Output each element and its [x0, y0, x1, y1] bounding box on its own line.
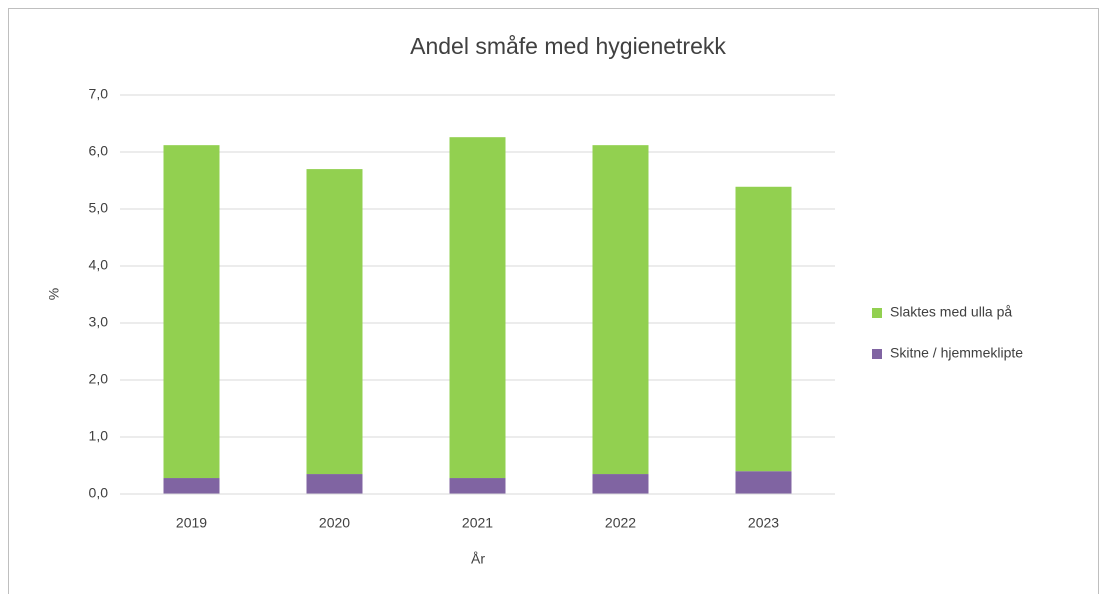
- bar-segment: [592, 145, 649, 475]
- x-tick-label: 2019: [176, 515, 207, 531]
- bar-segment: [163, 145, 220, 479]
- x-axis-label: År: [471, 551, 485, 567]
- y-tick-label: 1,0: [89, 428, 109, 444]
- bar-segment: [163, 478, 220, 494]
- legend-label: Slaktes med ulla på: [890, 304, 1012, 320]
- chart-title: Andel småfe med hygienetrekk: [410, 33, 726, 59]
- bar-segment: [449, 478, 506, 494]
- y-tick-label: 3,0: [89, 314, 109, 330]
- bar-segment: [592, 474, 649, 494]
- y-axis-label: %: [46, 288, 62, 300]
- bar-segment: [449, 137, 506, 479]
- y-tick-label: 0,0: [89, 485, 109, 501]
- bar-segment: [306, 474, 363, 494]
- y-tick-label: 2,0: [89, 371, 109, 387]
- legend-swatch: [872, 308, 882, 318]
- x-tick-label: 2020: [319, 515, 350, 531]
- y-tick-label: 4,0: [89, 257, 109, 273]
- x-tick-label: 2022: [605, 515, 636, 531]
- x-tick-label: 2021: [462, 515, 493, 531]
- bar-segment: [735, 186, 792, 472]
- legend-label: Skitne / hjemmeklipte: [890, 345, 1023, 361]
- y-tick-label: 6,0: [89, 143, 109, 159]
- bar-segment: [735, 471, 792, 494]
- x-tick-label: 2023: [748, 515, 779, 531]
- y-tick-label: 7,0: [89, 86, 109, 102]
- y-tick-label: 5,0: [89, 200, 109, 216]
- legend-swatch: [872, 349, 882, 359]
- bar-segment: [306, 169, 363, 475]
